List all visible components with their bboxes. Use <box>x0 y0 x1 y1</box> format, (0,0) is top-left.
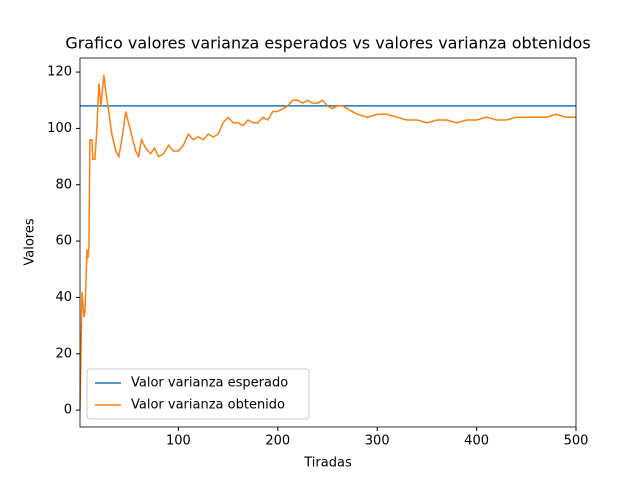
x-tick-label: 100 <box>166 434 191 449</box>
x-tick-label: 500 <box>564 434 589 449</box>
y-tick-label: 80 <box>55 177 72 192</box>
y-tick-label: 100 <box>47 121 72 136</box>
plot-frame <box>79 57 577 428</box>
x-tick-label: 400 <box>464 434 489 449</box>
legend-label: Valor varianza obtenido <box>131 398 285 413</box>
chart-title: Grafico valores varianza esperados vs va… <box>65 34 590 53</box>
y-tick-label: 40 <box>55 290 72 305</box>
y-tick-label: 120 <box>47 65 72 80</box>
legend-label: Valor varianza esperado <box>131 376 288 391</box>
y-tick-label: 60 <box>55 234 72 249</box>
x-tick-label: 200 <box>265 434 290 449</box>
y-tick-label: 0 <box>64 403 72 418</box>
data-line <box>79 74 576 411</box>
x-tick-label: 300 <box>365 434 390 449</box>
y-tick-label: 20 <box>55 346 72 361</box>
y-axis-label: Valores <box>23 218 38 265</box>
x-axis-label: Tiradas <box>303 456 352 471</box>
legend-box <box>86 368 310 420</box>
